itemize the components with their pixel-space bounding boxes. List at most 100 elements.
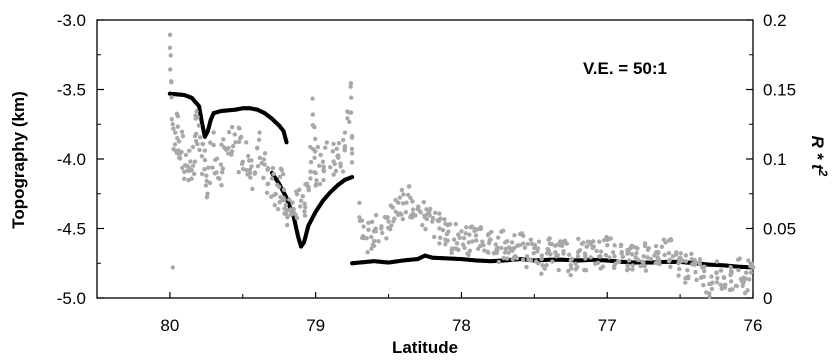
roughness-point [245,172,250,177]
roughness-point [250,186,255,192]
roughness-point [588,255,593,260]
roughness-point [470,239,475,244]
roughness-point [401,192,406,197]
roughness-point [729,287,734,292]
roughness-point [388,203,394,208]
roughness-point [473,233,479,238]
y-left-tick-label: -3.0 [57,11,86,30]
roughness-point [408,195,413,201]
roughness-point [405,192,411,198]
roughness-point [598,254,603,259]
y-right-tick-label: 0.15 [763,81,796,100]
roughness-point [298,198,304,203]
roughness-point [197,135,203,140]
roughness-point [315,144,321,150]
roughness-point [272,202,277,208]
roughness-point [544,262,549,268]
roughness-point [466,240,471,245]
roughness-point [728,268,734,274]
roughness-point [259,160,264,166]
roughness-point [512,232,517,238]
roughness-series [167,32,756,299]
roughness-point [348,110,354,115]
roughness-point [714,259,720,264]
roughness-point [512,245,517,251]
roughness-point [612,254,617,259]
roughness-point [544,250,550,256]
roughness-point [357,200,362,206]
roughness-point [294,189,299,194]
roughness-point [701,283,706,288]
roughness-point [662,252,667,258]
roughness-point [400,201,406,206]
roughness-point [168,53,173,58]
roughness-point [170,122,176,127]
roughness-point [190,163,196,168]
roughness-point [174,135,180,141]
ve-annotation: V.E. = 50:1 [583,59,667,78]
roughness-point [420,222,425,228]
roughness-point [393,209,399,215]
roughness-point [168,79,174,84]
roughness-point [521,241,526,246]
roughness-point [200,141,206,147]
roughness-point [709,286,715,292]
roughness-point [605,242,610,248]
roughness-point [540,263,545,268]
roughness-point [465,251,470,256]
x-tick-label: 77 [598,316,617,335]
roughness-point [539,271,544,276]
roughness-point [199,154,205,159]
topography-series [167,91,756,270]
roughness-point [689,256,695,262]
roughness-point [535,246,541,251]
roughness-point [734,283,740,289]
roughness-point [748,264,753,269]
roughness-point [349,151,355,156]
roughness-point [373,213,379,218]
roughness-point [676,261,681,266]
roughness-point [591,244,596,249]
roughness-point [349,135,355,140]
roughness-point [199,171,205,177]
roughness-point [728,279,734,284]
roughness-point [515,243,520,248]
roughness-point [298,204,303,209]
roughness-point [202,148,208,153]
roughness-point [438,216,443,221]
roughness-point [577,248,583,253]
roughness-point [575,254,581,259]
y-left-tick-label: -4.0 [57,150,86,169]
roughness-point [313,149,318,154]
roughness-point [171,126,176,131]
roughness-point [426,209,432,215]
roughness-point [403,209,409,215]
roughness-point [173,130,178,135]
roughness-point [741,279,746,285]
roughness-point [284,222,290,228]
roughness-point [254,145,260,151]
roughness-point [489,229,494,235]
roughness-point [437,226,442,231]
roughness-point [597,239,602,244]
roughness-point [172,142,178,147]
roughness-point [493,242,498,247]
roughness-point [576,236,581,242]
roughness-point [248,175,253,180]
roughness-point [204,173,209,178]
roughness-point [736,268,741,273]
roughness-point [170,265,176,270]
y-left-tick-label: -3.5 [57,81,86,100]
roughness-point [620,254,625,260]
roughness-point [468,225,473,230]
roughness-point [501,228,506,233]
roughness-point [607,255,612,260]
roughness-point [505,238,510,244]
y-right-axis-title: R * t2 [808,136,830,177]
roughness-point [317,181,323,187]
roughness-point [478,226,484,232]
roughness-point [714,280,720,285]
roughness-point [338,161,343,166]
roughness-point [369,219,375,224]
